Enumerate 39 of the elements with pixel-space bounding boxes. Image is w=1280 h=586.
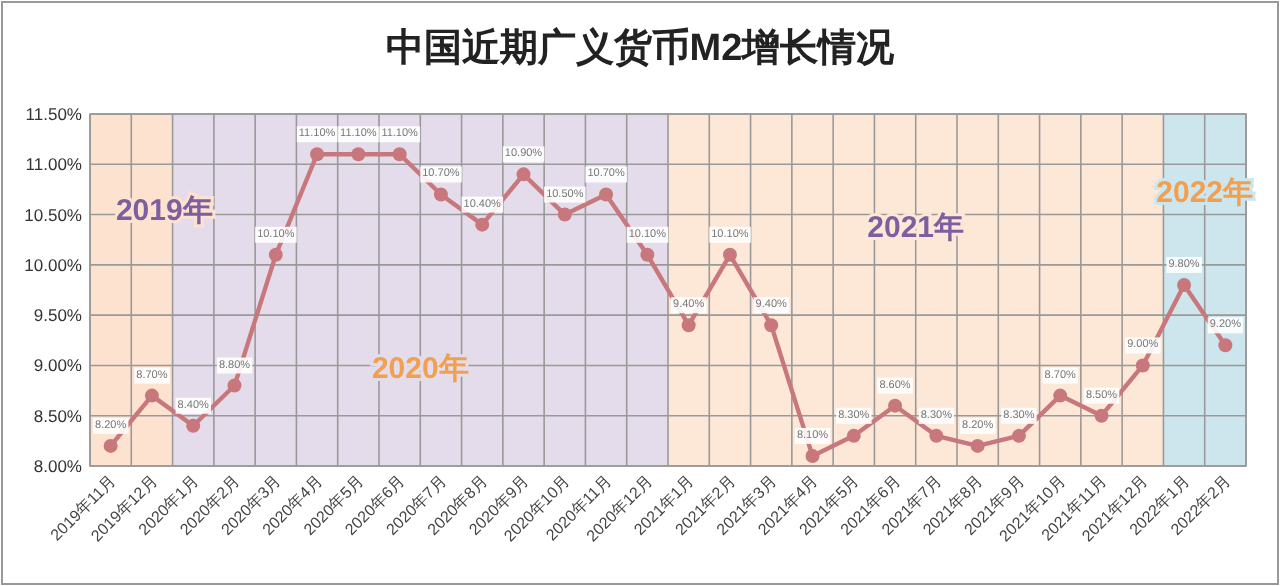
point bbox=[227, 378, 242, 393]
band-label: 2022年 bbox=[1156, 176, 1254, 210]
y-tick-label: 11.50% bbox=[25, 104, 83, 124]
point bbox=[103, 438, 118, 453]
point bbox=[929, 428, 944, 443]
y-tick-label: 10.00% bbox=[24, 254, 83, 275]
y-tick-label: 9.00% bbox=[33, 355, 83, 376]
point bbox=[764, 318, 779, 333]
point bbox=[1135, 358, 1150, 373]
point bbox=[557, 207, 572, 222]
point bbox=[805, 448, 820, 463]
point bbox=[1094, 408, 1109, 423]
point bbox=[1011, 428, 1026, 443]
point bbox=[722, 247, 737, 262]
point bbox=[310, 147, 325, 162]
point bbox=[1177, 277, 1192, 292]
point bbox=[888, 398, 903, 413]
point bbox=[144, 388, 159, 403]
point bbox=[1218, 338, 1233, 353]
point bbox=[392, 147, 407, 162]
point bbox=[681, 318, 696, 333]
point bbox=[970, 438, 985, 453]
y-tick-label: 8.00% bbox=[33, 456, 83, 476]
point bbox=[640, 247, 655, 262]
point bbox=[351, 147, 366, 162]
point bbox=[516, 167, 531, 182]
band-label: 2020年 bbox=[371, 352, 469, 386]
point bbox=[433, 187, 448, 202]
chart-title: 中国近期广义货币M2增长情况 bbox=[385, 26, 897, 70]
point bbox=[268, 247, 283, 262]
point bbox=[186, 418, 201, 433]
y-tick-label: 11.00% bbox=[25, 154, 83, 175]
point bbox=[846, 428, 861, 443]
y-tick-label: 10.50% bbox=[24, 204, 83, 225]
y-tick-label: 8.50% bbox=[33, 405, 83, 426]
point bbox=[475, 217, 490, 232]
y-tick-label: 9.50% bbox=[33, 305, 83, 326]
point bbox=[1053, 388, 1068, 403]
point bbox=[599, 187, 614, 202]
